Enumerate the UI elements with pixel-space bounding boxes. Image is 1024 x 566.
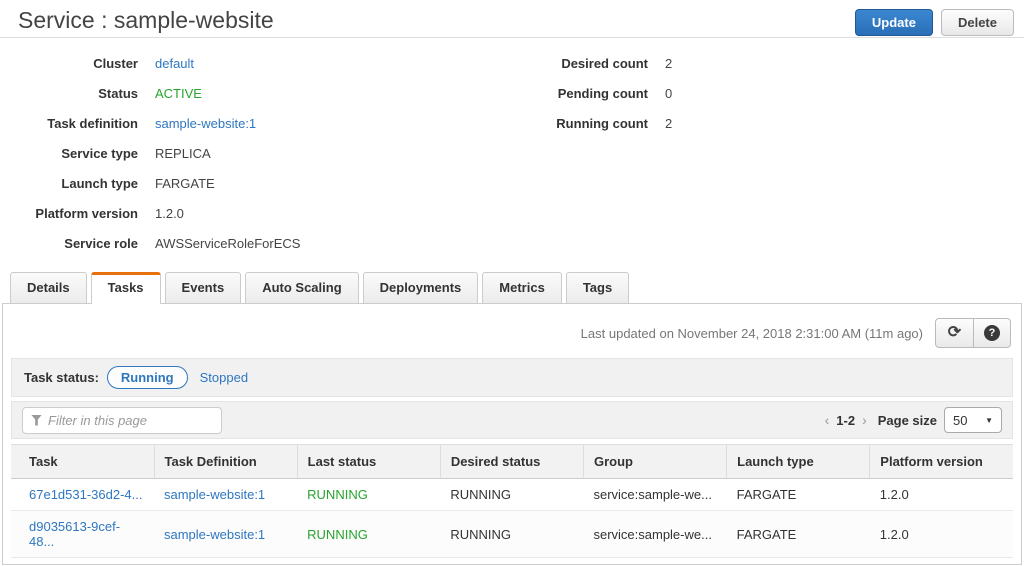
pagination: ‹ 1-2 › Page size 50 ▼	[825, 407, 1002, 433]
column-header-task[interactable]: Task	[11, 444, 155, 479]
column-header-group[interactable]: Group	[583, 444, 728, 479]
field-label: Running count	[556, 115, 648, 131]
column-header-desired-status[interactable]: Desired status	[440, 444, 584, 479]
launch-type-cell: FARGATE	[726, 478, 870, 511]
launch-type-cell: FARGATE	[726, 510, 870, 558]
field-label: Cluster	[93, 55, 138, 71]
filter-icon	[31, 414, 42, 426]
refresh-icon: ⟳	[947, 324, 962, 341]
page-header: Service : sample-website Update Delete	[0, 0, 1024, 38]
field-service-role: Service role AWSServiceRoleForECS	[0, 228, 500, 258]
last-status-cell: RUNNING	[297, 478, 441, 511]
details-right-column: Desired count 2 Pending count 0 Running …	[500, 48, 1024, 258]
cluster-link[interactable]: default	[155, 55, 195, 71]
field-label: Launch type	[61, 175, 138, 191]
help-button[interactable]: ?	[973, 318, 1011, 348]
platform-version-value: 1.2.0	[155, 205, 184, 221]
field-label: Desired count	[561, 55, 648, 71]
header-buttons: Update Delete	[854, 7, 1014, 36]
update-button[interactable]: Update	[854, 9, 933, 36]
service-details: Cluster default Status ACTIVE Task defin…	[0, 38, 1024, 266]
task-definition-link[interactable]: sample-website:1	[154, 510, 298, 558]
platform-version-cell: 1.2.0	[869, 478, 1013, 511]
page-range: 1-2	[836, 412, 856, 428]
pending-count-value: 0	[665, 85, 673, 101]
column-header-platform-version[interactable]: Platform version	[869, 444, 1013, 479]
task-status-stopped-toggle[interactable]: Stopped	[199, 370, 249, 385]
field-platform-version: Platform version 1.2.0	[0, 198, 500, 228]
tab-tasks[interactable]: Tasks	[90, 272, 161, 304]
desired-status-cell: RUNNING	[440, 478, 584, 511]
task-status-label: Task status:	[24, 370, 99, 385]
table-toolbar: ‹ 1-2 › Page size 50 ▼	[11, 401, 1013, 439]
task-definition-link[interactable]: sample-website:1	[155, 115, 257, 131]
field-label: Pending count	[557, 85, 648, 101]
chevron-down-icon: ▼	[985, 415, 993, 425]
tab-bar: Details Tasks Events Auto Scaling Deploy…	[0, 266, 1024, 304]
task-definition-link[interactable]: sample-website:1	[154, 478, 298, 511]
group-cell: service:sample-we...	[583, 478, 727, 511]
tab-events[interactable]: Events	[164, 272, 242, 303]
field-pending-count: Pending count 0	[500, 78, 1024, 108]
page-size-value: 50	[953, 412, 968, 428]
filter-input[interactable]	[48, 412, 224, 428]
launch-type-value: FARGATE	[155, 175, 215, 191]
tab-auto-scaling[interactable]: Auto Scaling	[245, 272, 359, 303]
field-label: Service role	[64, 235, 138, 251]
field-cluster: Cluster default	[0, 48, 500, 78]
last-status-cell: RUNNING	[297, 510, 441, 558]
next-page-arrow[interactable]: ›	[862, 412, 867, 428]
desired-status-cell: RUNNING	[440, 510, 584, 558]
platform-version-cell: 1.2.0	[869, 510, 1013, 558]
task-status-bar: Task status: Running Stopped	[11, 358, 1013, 397]
task-id-link[interactable]: 67e1d531-36d2-4...	[11, 478, 154, 511]
page-title: Service : sample-website	[18, 7, 274, 33]
panel-action-buttons: ⟳ ?	[935, 318, 1011, 348]
delete-button[interactable]: Delete	[940, 9, 1014, 36]
tab-tags[interactable]: Tags	[565, 272, 630, 303]
details-left-column: Cluster default Status ACTIVE Task defin…	[0, 48, 500, 258]
running-count-value: 2	[665, 115, 673, 131]
page-size-select[interactable]: 50 ▼	[944, 407, 1002, 433]
field-launch-type: Launch type FARGATE	[0, 168, 500, 198]
tab-metrics[interactable]: Metrics	[482, 272, 562, 303]
help-icon: ?	[984, 325, 1000, 341]
task-status-running-toggle[interactable]: Running	[106, 366, 188, 389]
field-desired-count: Desired count 2	[500, 48, 1024, 78]
refresh-button[interactable]: ⟳	[935, 318, 973, 348]
field-label: Task definition	[47, 115, 138, 131]
status-value: ACTIVE	[155, 85, 202, 101]
service-type-value: REPLICA	[155, 145, 211, 161]
desired-count-value: 2	[665, 55, 673, 71]
last-updated-row: Last updated on November 24, 2018 2:31:0…	[3, 304, 1021, 358]
last-updated-text: Last updated on November 24, 2018 2:31:0…	[580, 325, 923, 341]
page-size-label: Page size	[877, 412, 937, 428]
field-label: Status	[98, 85, 138, 101]
field-label: Platform version	[35, 205, 138, 221]
table-row: 67e1d531-36d2-4... sample-website:1 RUNN…	[11, 478, 1013, 511]
column-header-last-status[interactable]: Last status	[297, 444, 441, 479]
field-label: Service type	[61, 145, 138, 161]
column-header-launch-type[interactable]: Launch type	[726, 444, 871, 479]
filter-box[interactable]	[22, 406, 224, 434]
group-cell: service:sample-we...	[583, 510, 727, 558]
tab-deployments[interactable]: Deployments	[362, 272, 479, 303]
service-role-value: AWSServiceRoleForECS	[155, 235, 301, 251]
field-service-type: Service type REPLICA	[0, 138, 500, 168]
previous-page-arrow[interactable]: ‹	[824, 412, 830, 428]
table-row: d9035613-9cef-48... sample-website:1 RUN…	[11, 510, 1013, 558]
tab-details[interactable]: Details	[10, 272, 87, 303]
tasks-tab-panel: Last updated on November 24, 2018 2:31:0…	[2, 303, 1022, 565]
field-status: Status ACTIVE	[0, 78, 500, 108]
table-header-row: Task Task Definition Last status Desired…	[11, 444, 1013, 479]
column-header-task-definition[interactable]: Task Definition	[154, 444, 298, 479]
tasks-table: Task Task Definition Last status Desired…	[11, 444, 1013, 558]
task-id-link[interactable]: d9035613-9cef-48...	[11, 510, 154, 558]
field-running-count: Running count 2	[500, 108, 1024, 138]
field-task-definition: Task definition sample-website:1	[0, 108, 500, 138]
